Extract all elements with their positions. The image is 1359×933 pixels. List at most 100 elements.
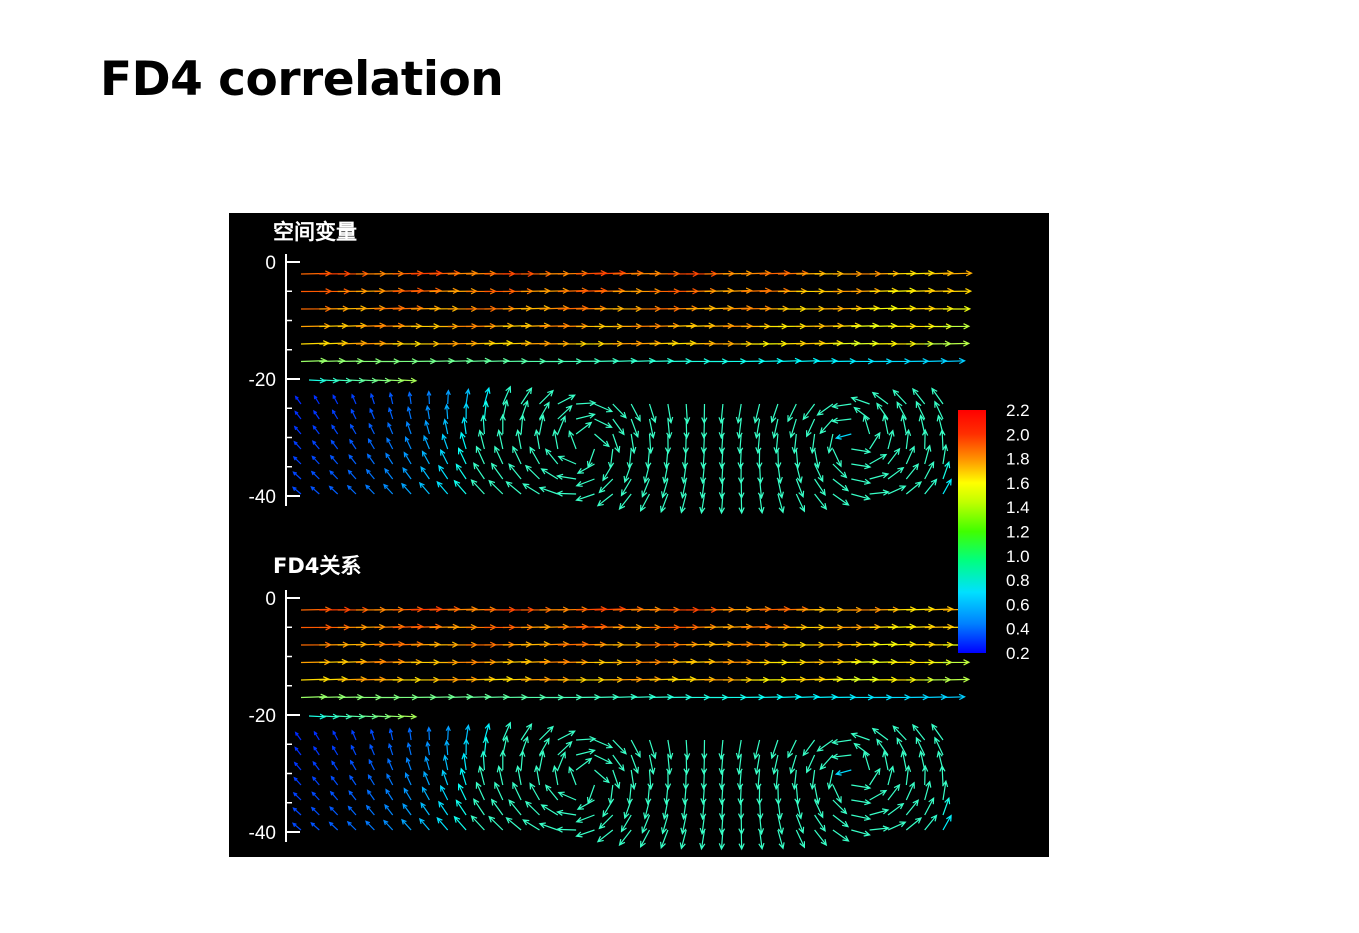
vector-arrow xyxy=(753,403,761,424)
vector-arrow xyxy=(882,750,889,771)
vector-arrow xyxy=(544,784,559,801)
colorbar-tick-label: 2.2 xyxy=(1006,401,1030,420)
vector-arrow xyxy=(294,746,302,756)
vector-arrow xyxy=(522,819,540,831)
vector-arrow xyxy=(718,403,725,425)
vector-arrow xyxy=(557,623,589,630)
vector-arrow xyxy=(683,403,691,425)
colorbar-tick-label: 1.4 xyxy=(1006,498,1030,517)
vector-arrow xyxy=(887,466,905,480)
vector-arrow xyxy=(931,723,944,741)
vector-arrow xyxy=(680,478,687,499)
vector-arrow xyxy=(626,448,633,470)
vector-arrow xyxy=(557,305,589,312)
vector-arrow xyxy=(388,406,394,420)
vector-arrow xyxy=(876,402,889,420)
vector-arrow xyxy=(641,814,651,834)
vector-arrow xyxy=(942,693,966,701)
vector-arrow xyxy=(905,445,915,465)
vector-arrow xyxy=(942,796,951,816)
vector-arrow xyxy=(488,479,504,495)
vector-arrow xyxy=(699,493,706,515)
vector-arrow xyxy=(924,606,955,613)
vector-arrow xyxy=(329,806,339,816)
vector-arrow xyxy=(540,468,559,480)
colorbar-tick-label: 1.2 xyxy=(1006,523,1030,542)
vector-arrow xyxy=(912,723,926,741)
vector-arrow xyxy=(310,470,320,480)
vector-arrow xyxy=(882,414,889,435)
vector-arrow xyxy=(441,769,449,786)
vector-arrow xyxy=(403,787,412,801)
vector-arrow xyxy=(426,390,432,405)
vector-arrow xyxy=(737,784,744,806)
vector-arrow xyxy=(831,402,852,410)
vector-arrow xyxy=(639,493,651,513)
y-tick-label: -20 xyxy=(249,370,276,391)
vector-arrow xyxy=(612,606,644,613)
vector-arrow xyxy=(349,759,357,771)
vector-arrow xyxy=(447,606,479,613)
vector-arrow xyxy=(544,448,559,465)
vector-arrow xyxy=(291,486,302,495)
vector-arrow xyxy=(348,790,357,801)
vector-arrow xyxy=(921,764,929,786)
vector-arrow xyxy=(539,305,570,312)
vector-arrow xyxy=(924,814,938,831)
vector-arrow xyxy=(905,817,923,831)
vector-arrow xyxy=(310,821,320,831)
vector-arrow xyxy=(892,389,907,405)
vector-arrow xyxy=(876,738,889,756)
vector-arrow xyxy=(385,788,394,801)
vector-arrow xyxy=(386,437,394,450)
vector-arrow xyxy=(612,769,621,790)
vector-arrow xyxy=(331,745,339,756)
vector-arrow xyxy=(552,764,559,786)
vector-arrow xyxy=(494,781,504,801)
vector-arrow xyxy=(924,444,932,465)
vector-arrow xyxy=(455,799,467,816)
vector-arrow xyxy=(484,676,514,683)
vector-arrow xyxy=(539,725,554,741)
vector-field xyxy=(291,269,973,515)
vector-arrow xyxy=(832,799,848,815)
vector-arrow xyxy=(311,791,320,801)
vector-arrow xyxy=(796,693,821,701)
vector-arrow xyxy=(887,821,907,831)
vector-arrow xyxy=(718,433,726,455)
vector-arrow xyxy=(789,418,797,439)
vector-arrow xyxy=(466,357,492,365)
vector-arrow xyxy=(330,439,339,450)
vector-arrow xyxy=(631,357,656,365)
vector-arrow xyxy=(667,340,697,347)
vector-arrow xyxy=(718,478,726,500)
vector-arrow xyxy=(850,396,870,405)
vector-arrow xyxy=(905,481,923,495)
vector-arrow xyxy=(374,304,406,312)
vector-arrow xyxy=(473,462,485,480)
vector-arrow xyxy=(365,820,375,831)
vector-arrow xyxy=(555,490,577,497)
vector-arrow xyxy=(738,829,745,851)
vector-arrow xyxy=(300,693,328,700)
vector-arrow xyxy=(939,764,946,786)
vector-arrow xyxy=(612,693,638,701)
quiver-figure: 空间变量 0 -20 -40 FD4关系 0 -20 -40 2.2 2.0 1.8 1.6 1… xyxy=(229,213,1049,857)
vector-arrow xyxy=(777,606,809,613)
vector-arrow xyxy=(347,377,366,384)
vector-arrow xyxy=(311,776,320,786)
vector-arrow xyxy=(407,391,413,405)
vector-arrow xyxy=(832,448,842,468)
vector-arrow xyxy=(607,448,615,470)
vector-arrow xyxy=(905,463,920,480)
vector-arrow xyxy=(386,377,405,384)
vector-arrow xyxy=(329,790,339,801)
vector-arrow xyxy=(484,340,514,347)
vector-arrow xyxy=(402,466,412,480)
panel-label: 空间变量 xyxy=(273,220,357,244)
vector-arrow xyxy=(826,433,834,454)
panel-bottom: FD4关系 0 -20 -40 xyxy=(249,554,973,851)
vector-arrow xyxy=(662,799,669,821)
y-tick-label: -40 xyxy=(249,487,276,508)
vector-arrow xyxy=(718,814,726,836)
